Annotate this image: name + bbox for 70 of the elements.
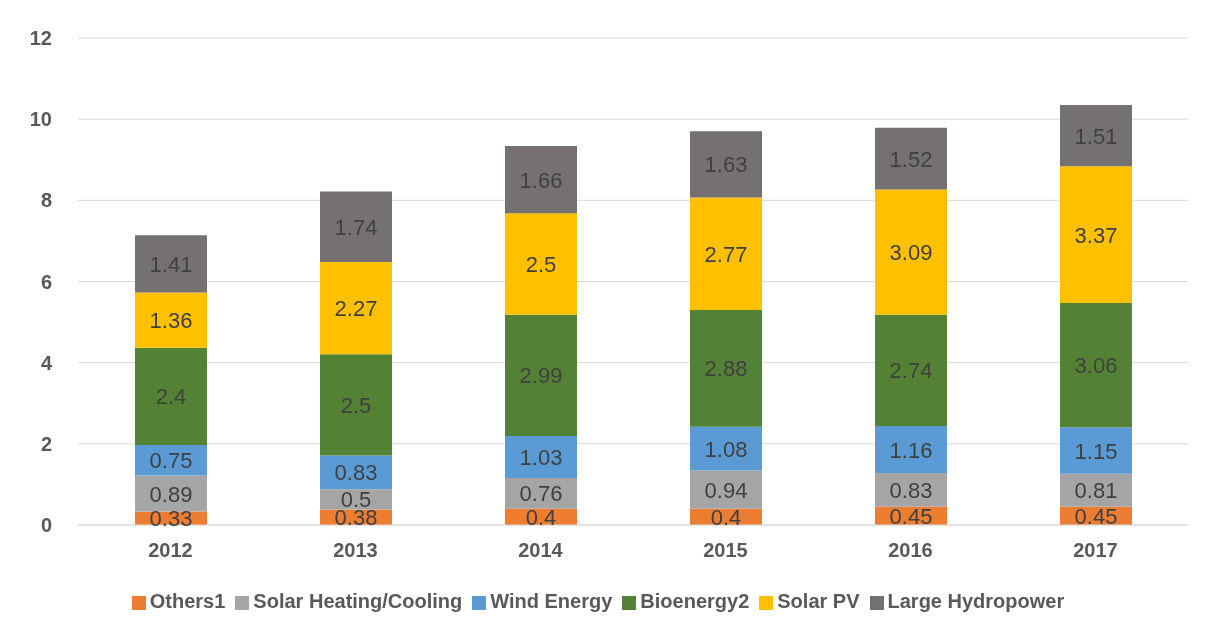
legend-label: Bioenergy2	[640, 590, 750, 612]
bar	[1060, 166, 1132, 304]
bar	[505, 145, 577, 214]
bar	[320, 262, 392, 355]
x-tick-label: 2017	[1073, 539, 1118, 562]
bar	[1060, 303, 1132, 428]
bar	[320, 489, 392, 510]
data-label: 1.16	[889, 437, 933, 463]
data-label: 1.36	[149, 308, 193, 334]
data-label: 2.5	[340, 392, 372, 418]
legend-label: Large Hydropower	[887, 590, 1065, 612]
bar	[505, 314, 577, 437]
x-tick-label: 2014	[518, 539, 564, 562]
bar	[1060, 427, 1132, 474]
bar	[505, 436, 577, 478]
data-label: 1.15	[1074, 438, 1118, 464]
data-label: 0.83	[889, 477, 933, 503]
bar	[1060, 104, 1132, 167]
y-tick-label: 4	[40, 351, 53, 374]
legend-label: Wind Energy	[490, 590, 613, 612]
data-label: 2.88	[704, 356, 748, 382]
data-label: 0.45	[1074, 503, 1118, 529]
bar	[320, 354, 392, 456]
data-label: 0.83	[334, 460, 378, 486]
y-tick-label: 12	[29, 27, 52, 50]
data-label: 0.76	[519, 481, 563, 507]
y-tick-label: 10	[29, 108, 52, 131]
data-label: 1.08	[704, 436, 748, 462]
data-label: 0.33	[149, 506, 193, 532]
bar	[875, 189, 947, 315]
bar	[505, 213, 577, 315]
bar	[690, 131, 762, 198]
data-label: 2.77	[704, 241, 748, 267]
data-label: 2.27	[334, 296, 378, 322]
legend-label: Solar PV	[777, 590, 860, 612]
data-label: 0.4	[710, 504, 742, 530]
data-label: 2.5	[525, 252, 557, 278]
bar	[135, 235, 207, 293]
legend-label: Solar Heating/Cooling	[253, 590, 463, 612]
data-label: 2.4	[155, 384, 187, 410]
data-label: 0.45	[889, 503, 933, 529]
y-tick-label: 2	[40, 432, 52, 455]
data-label: 0.4	[525, 504, 557, 530]
data-label: 0.89	[149, 481, 193, 507]
bar	[875, 425, 947, 474]
data-label: 0.75	[149, 448, 193, 474]
x-tick-label: 2013	[333, 539, 378, 562]
data-label: 0.81	[1074, 478, 1118, 504]
data-label: 3.37	[1074, 222, 1118, 248]
bar	[690, 197, 762, 310]
y-tick-label: 6	[40, 270, 52, 293]
data-label: 0.94	[704, 477, 748, 503]
legend-label: Others1	[149, 590, 226, 612]
data-label: 3.06	[1074, 353, 1118, 379]
bar	[690, 309, 762, 427]
bar	[875, 314, 947, 426]
data-label: 2.99	[519, 363, 563, 389]
y-tick-label: 8	[40, 189, 52, 212]
y-tick-label: 0	[40, 514, 52, 537]
data-label: 2.74	[889, 358, 933, 384]
bar	[690, 426, 762, 471]
bar	[320, 191, 392, 263]
x-tick-label: 2012	[148, 539, 193, 562]
bar	[135, 292, 207, 348]
data-label: 3.09	[889, 240, 933, 266]
data-label: 1.03	[519, 445, 563, 471]
x-tick-label: 2016	[888, 539, 933, 562]
bar	[875, 127, 947, 190]
x-tick-label: 2015	[703, 539, 748, 562]
bar	[135, 347, 207, 446]
